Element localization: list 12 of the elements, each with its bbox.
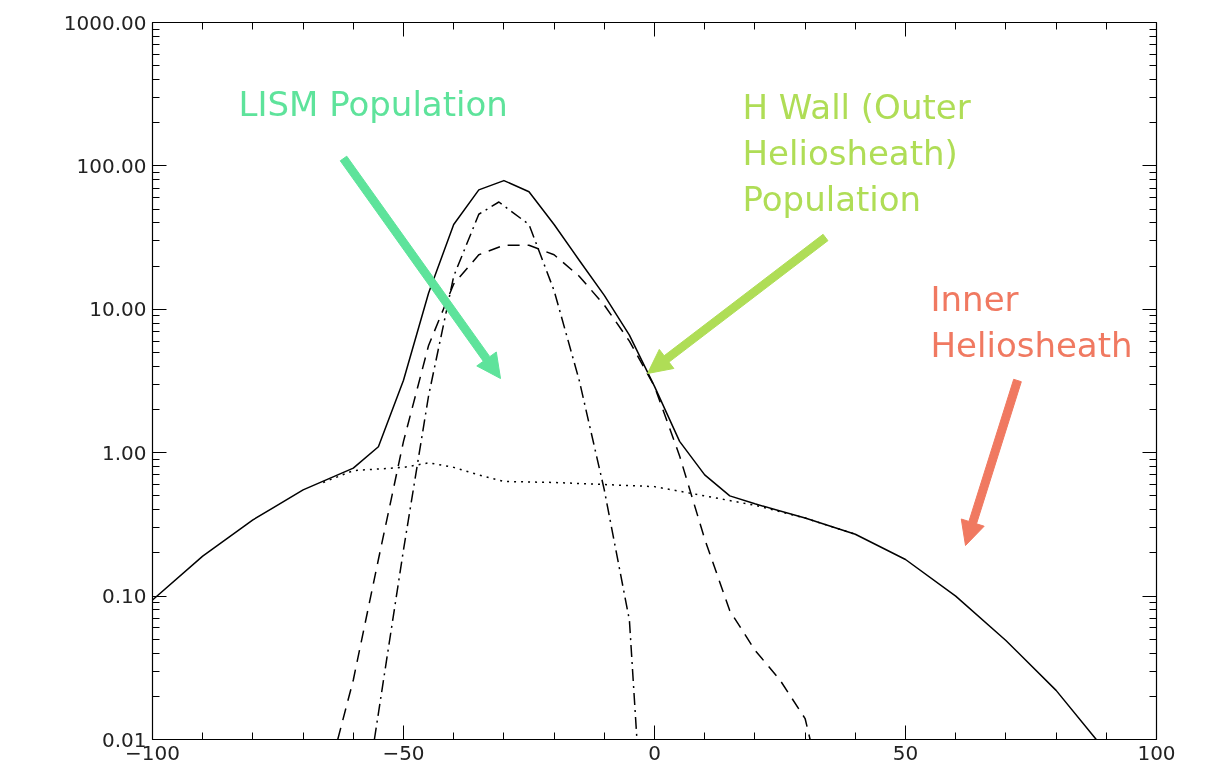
y-tick-label: 1.00 bbox=[101, 440, 147, 465]
x-tick-label: 100 bbox=[1137, 740, 1176, 765]
annotation: H Wall (Outer Heliosheath) Population bbox=[742, 86, 971, 219]
x-tick-label: −50 bbox=[382, 740, 425, 765]
x-tick-label: 0 bbox=[648, 740, 661, 765]
y-tick-label: 0.10 bbox=[101, 584, 147, 609]
y-tick-label: 1000.00 bbox=[63, 10, 147, 35]
annotation: LISM Population bbox=[238, 83, 508, 124]
annotation: Inner Heliosheath bbox=[930, 278, 1133, 365]
x-tick-label: 50 bbox=[892, 740, 919, 765]
y-tick-label: 100.00 bbox=[76, 153, 147, 178]
y-tick-label: 10.00 bbox=[89, 297, 147, 322]
